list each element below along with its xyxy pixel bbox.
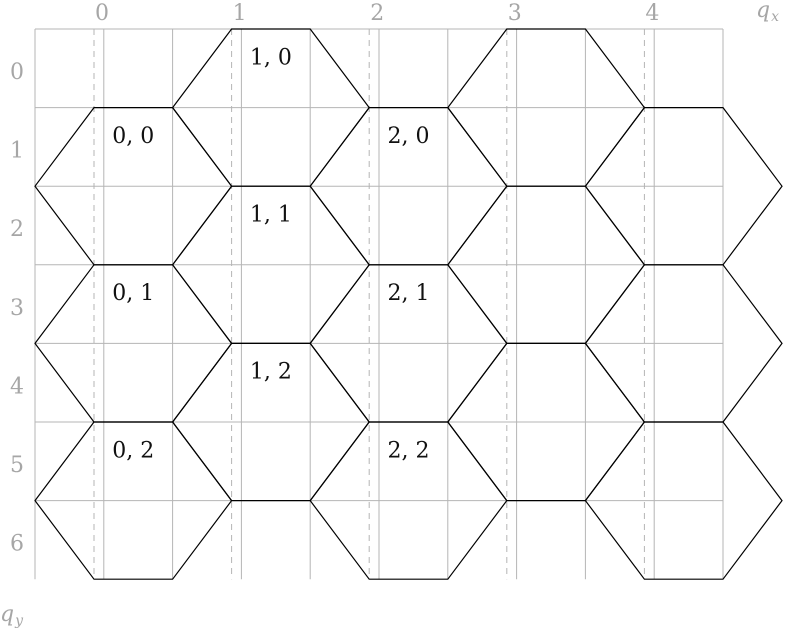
hex-coordinate-label: 0, 0 bbox=[112, 124, 154, 149]
hex-coordinate-label: 1, 1 bbox=[250, 203, 292, 228]
row-tick-label: 5 bbox=[10, 453, 24, 478]
hex-coordinate-label: 2, 1 bbox=[388, 281, 430, 306]
row-tick-label: 2 bbox=[10, 217, 24, 242]
column-center-dashes bbox=[93, 29, 645, 580]
col-tick-label: 4 bbox=[645, 1, 659, 26]
hex-coordinate-label: 0, 2 bbox=[112, 438, 154, 463]
col-tick-label: 1 bbox=[233, 1, 247, 26]
row-tick-label: 1 bbox=[10, 139, 24, 164]
hex-coordinate-label: 1, 0 bbox=[250, 45, 292, 70]
hex-coordinate-label: 0, 1 bbox=[112, 281, 154, 306]
y-axis-label: qy bbox=[0, 602, 24, 629]
hexagon-tiling bbox=[34, 28, 783, 580]
axis-ticks: 0 1 2 3 4 0 1 2 3 4 5 6 bbox=[10, 1, 659, 557]
hexagon-cell bbox=[584, 421, 783, 580]
col-tick-label: 0 bbox=[95, 1, 109, 26]
hex-coordinate-label: 2, 0 bbox=[388, 124, 430, 149]
row-tick-label: 6 bbox=[10, 532, 24, 557]
row-tick-label: 0 bbox=[10, 60, 24, 85]
row-tick-label: 4 bbox=[10, 374, 24, 399]
col-tick-label: 3 bbox=[508, 1, 522, 26]
hex-coordinate-labels: 0, 0 0, 1 0, 2 1, 0 1, 1 1, 2 2, 0 2, 1 2, 2 bbox=[112, 45, 429, 463]
hex-coordinate-label: 2, 2 bbox=[388, 438, 430, 463]
x-axis-label: qx bbox=[756, 0, 779, 25]
row-tick-label: 3 bbox=[10, 296, 24, 321]
hex-coordinate-label: 1, 2 bbox=[250, 360, 292, 385]
col-tick-label: 2 bbox=[370, 1, 384, 26]
